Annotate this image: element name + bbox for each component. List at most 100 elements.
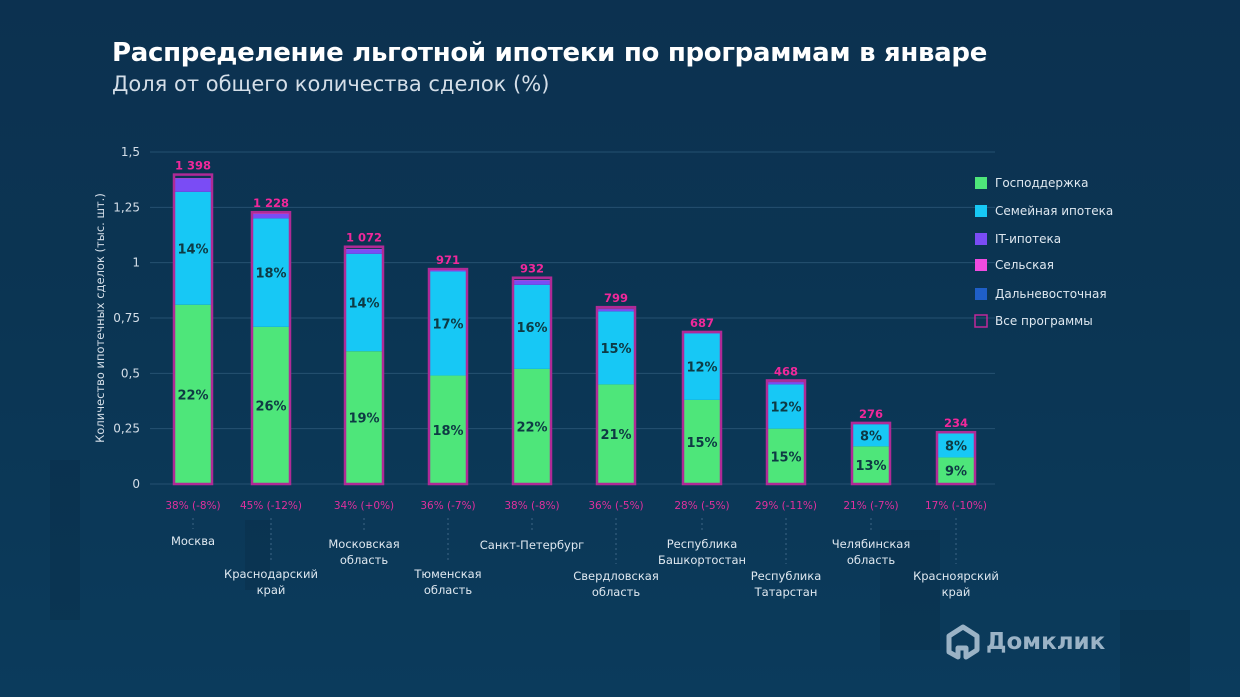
segment-percent-label: 8% bbox=[945, 439, 967, 454]
bar-segment-IT-ипотека bbox=[345, 249, 383, 254]
bar-segment-Семейная ипотека bbox=[767, 384, 805, 429]
bar-segment-Семейная ипотека bbox=[345, 253, 383, 352]
bar-total-outline bbox=[850, 421, 892, 486]
bar-segment-Семейная ипотека bbox=[597, 311, 635, 385]
bar-total-outline bbox=[681, 330, 723, 486]
total-value-label: 1 228 bbox=[253, 196, 289, 210]
segment-percent-label: 14% bbox=[348, 297, 379, 312]
legend: Господдержка Семейная ипотека IT-ипотека Се… bbox=[974, 176, 1113, 328]
bar-total-outline bbox=[250, 210, 292, 486]
share-label: 21% (-7%) bbox=[843, 500, 898, 512]
category-label: область bbox=[847, 553, 896, 567]
bar-segment-IT-ипотека bbox=[429, 270, 467, 272]
segment-percent-label: 12% bbox=[770, 401, 801, 416]
bar-segment-Семейная ипотека bbox=[513, 284, 551, 369]
category-label: Башкортостан bbox=[658, 553, 746, 567]
category-label: Тюменская bbox=[413, 567, 481, 581]
bar-total-outline bbox=[935, 430, 977, 486]
bar-total-outline bbox=[511, 276, 553, 486]
legend-swatch bbox=[975, 177, 987, 189]
total-value-label: 1 398 bbox=[175, 159, 211, 173]
category-label: область bbox=[424, 583, 473, 597]
total-value-label: 932 bbox=[520, 262, 544, 276]
bar-segment-Семейная ипотека bbox=[683, 333, 721, 400]
bar-group: 26% 18% 1 228 bbox=[250, 196, 292, 486]
category-label: край bbox=[257, 583, 286, 597]
legend-swatch bbox=[975, 205, 987, 217]
legend-label: Господдержка bbox=[995, 176, 1088, 190]
legend-label: Дальневосточная bbox=[995, 287, 1107, 301]
bars: 22% 14% 1 398 26% 18% 1 228 19% 14% 1 072 18% 17% 9… bbox=[172, 159, 977, 486]
bar-total-outline bbox=[595, 305, 637, 486]
legend-item: IT-ипотека bbox=[975, 232, 1061, 246]
legend-item: Сельская bbox=[975, 258, 1054, 272]
legend-swatch bbox=[974, 314, 988, 328]
legend-swatch bbox=[975, 259, 987, 271]
bar-segment-Господдержка bbox=[252, 326, 290, 484]
y-tick-label: 1 bbox=[132, 256, 140, 270]
legend-label: IT-ипотека bbox=[995, 232, 1061, 246]
legend-swatch bbox=[975, 233, 987, 245]
total-value-label: 687 bbox=[690, 316, 714, 330]
total-value-label: 234 bbox=[944, 416, 968, 430]
share-label: 29% (-11%) bbox=[755, 500, 817, 512]
segment-percent-label: 15% bbox=[600, 342, 631, 357]
house-logo-icon bbox=[946, 624, 980, 660]
category-label: край bbox=[942, 585, 971, 599]
bar-group: 18% 17% 971 bbox=[427, 253, 469, 486]
category-label: Санкт-Петербург bbox=[480, 538, 584, 552]
bar-group: 15% 12% 468 bbox=[765, 364, 807, 486]
bar-group: 13% 8% 276 bbox=[850, 407, 892, 486]
category-label: Республика bbox=[751, 569, 822, 583]
bar-segment-IT-ипотека bbox=[767, 382, 805, 385]
bar-group: 22% 14% 1 398 bbox=[172, 159, 214, 486]
segment-percent-label: 12% bbox=[686, 361, 717, 376]
bar-segment-Господдержка bbox=[345, 351, 383, 484]
total-value-label: 971 bbox=[436, 253, 460, 267]
background-decoration bbox=[880, 530, 940, 650]
segment-percent-label: 18% bbox=[255, 267, 286, 282]
share-label: 34% (+0%) bbox=[334, 500, 394, 512]
bar-segment-IT-ипотека bbox=[513, 280, 551, 285]
bar-segment-Господдержка bbox=[597, 384, 635, 484]
category-label: Республика bbox=[667, 537, 738, 551]
segment-percent-label: 26% bbox=[255, 399, 286, 414]
background-decoration bbox=[50, 460, 80, 620]
category-label: Москва bbox=[171, 534, 215, 548]
domclick-logo: Домклик bbox=[946, 624, 1105, 660]
bar-segment-Господдержка bbox=[513, 368, 551, 484]
bar-total-outline bbox=[765, 379, 807, 486]
total-value-label: 799 bbox=[604, 291, 628, 305]
category-label: Московская bbox=[328, 537, 399, 551]
segment-percent-label: 9% bbox=[945, 465, 967, 480]
segment-percent-label: 22% bbox=[177, 388, 208, 403]
category-label: область bbox=[592, 585, 641, 599]
bar-total-outline bbox=[172, 173, 214, 486]
legend-swatch bbox=[975, 288, 987, 300]
background-decoration bbox=[1120, 610, 1190, 697]
segment-percent-label: 17% bbox=[432, 318, 463, 333]
chart-title: Распределение льготной ипотеки по програ… bbox=[112, 38, 988, 68]
bar-segment-Господдержка bbox=[429, 375, 467, 484]
share-label: 36% (-5%) bbox=[588, 500, 643, 512]
chart-subtitle: Доля от общего количества сделок (%) bbox=[112, 72, 550, 96]
segment-percent-label: 14% bbox=[177, 242, 208, 257]
bar-segment-IT-ипотека bbox=[597, 309, 635, 312]
bar-segment-Семейная ипотека bbox=[252, 218, 290, 327]
bar-group: 15% 12% 687 bbox=[681, 316, 723, 486]
category-label: область bbox=[340, 553, 389, 567]
legend-item: Семейная ипотека bbox=[975, 204, 1113, 218]
y-tick-label: 0 bbox=[132, 477, 140, 491]
share-label: 38% (-8%) bbox=[504, 500, 559, 512]
bar-segment-Семейная ипотека bbox=[429, 271, 467, 376]
segment-percent-label: 13% bbox=[855, 459, 886, 474]
share-label: 36% (-7%) bbox=[420, 500, 475, 512]
y-axis-ticks: 0 0,25 0,5 0,75 1 1,25 1,5 bbox=[113, 145, 140, 491]
total-value-label: 276 bbox=[859, 407, 883, 421]
bar-segment-Господдержка bbox=[174, 304, 212, 484]
bar-segment-Господдержка bbox=[937, 457, 975, 484]
legend-item: Все программы bbox=[974, 314, 1093, 328]
category-label: Красноярский bbox=[913, 569, 999, 583]
segment-percent-label: 15% bbox=[770, 450, 801, 465]
